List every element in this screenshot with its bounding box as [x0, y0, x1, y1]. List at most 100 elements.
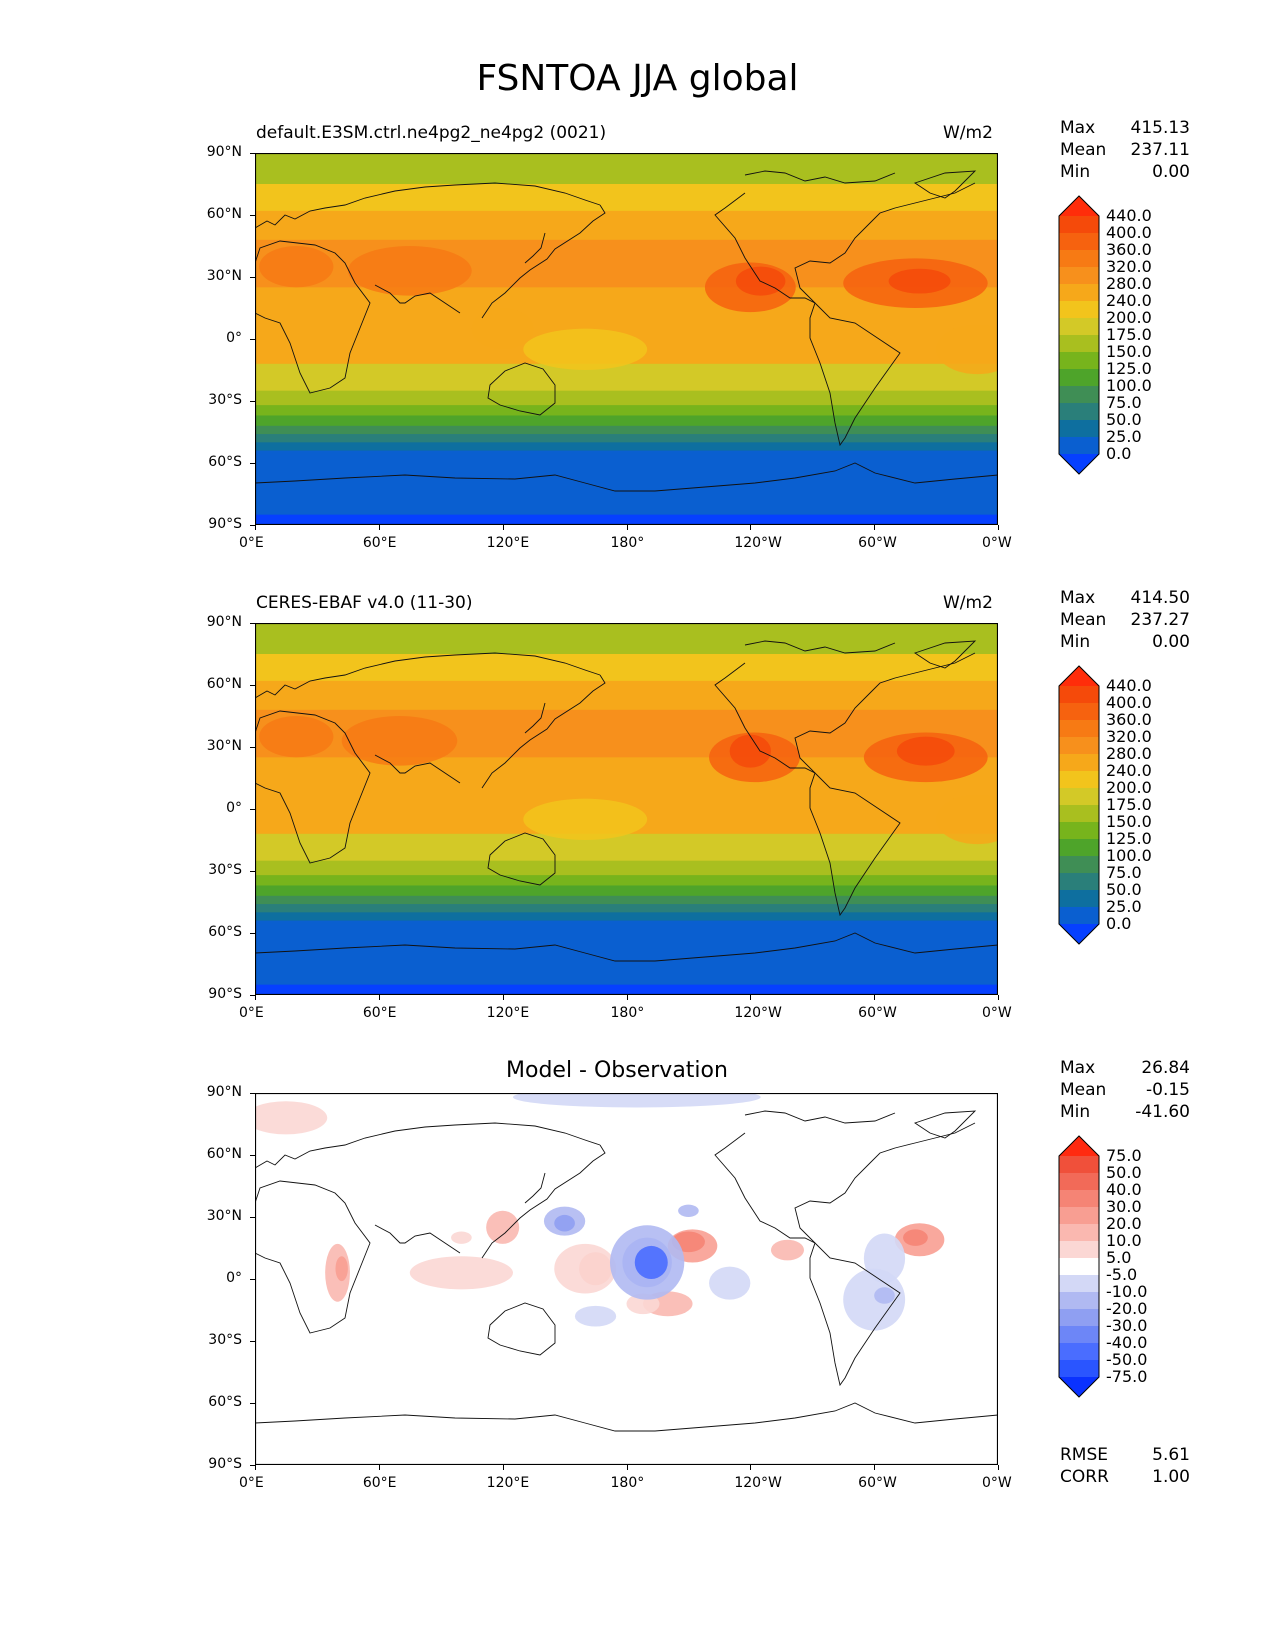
y-tick-mark [250, 809, 255, 810]
field-band [255, 390, 998, 406]
colorbar-label: 0.0 [1106, 444, 1132, 463]
stat-mean: -0.15 [1146, 1080, 1190, 1100]
y-tick-label: 30°N [206, 1208, 242, 1224]
colorbar-swatch [1059, 335, 1099, 353]
field-anomaly [255, 1101, 328, 1135]
map-obs [255, 623, 998, 995]
field-band [255, 405, 998, 416]
x-tick-mark [502, 525, 504, 530]
y-tick-mark [250, 1155, 255, 1156]
coastline [744, 170, 896, 184]
coastline [794, 652, 976, 774]
colorbar-label: 50.0 [1106, 410, 1142, 429]
coastline [794, 1122, 976, 1244]
colorbar-label: -50.0 [1106, 1350, 1148, 1369]
field-anomaly [471, 308, 534, 350]
colorbar-label: 25.0 [1106, 897, 1142, 916]
x-tick-label: 0°W [982, 535, 1012, 551]
colorbar-swatch [1059, 1326, 1099, 1344]
colorbar-label: 440.0 [1106, 206, 1152, 225]
y-tick-label: 60°N [206, 676, 242, 692]
colorbar-swatch [1059, 1173, 1099, 1191]
stat-mean-label: Mean [1060, 610, 1107, 630]
colorbar-swatch [1059, 1292, 1099, 1310]
field-band [255, 623, 998, 655]
x-tick-label: 60°E [362, 1005, 397, 1021]
field-anomaly [709, 1266, 751, 1300]
coastline [714, 1132, 816, 1244]
colorbar-label: 125.0 [1106, 359, 1152, 378]
field-band [255, 442, 998, 452]
coastline [809, 302, 901, 447]
units-label: W/m2 [943, 593, 993, 613]
colorbar-swatch [1059, 771, 1099, 789]
colorbar-label: -30.0 [1106, 1316, 1148, 1335]
y-tick-label: 30°N [206, 738, 242, 754]
field-anomaly [729, 734, 771, 768]
map-model [255, 153, 998, 525]
colorbar-swatch [1059, 318, 1099, 336]
y-tick-mark [250, 1341, 255, 1342]
colorbar-label: 20.0 [1106, 1214, 1142, 1233]
field-band [255, 895, 998, 905]
colorbar: 75.0 50.0 40.0 30.0 20.0 10.0 5.0 -5.0 -10.0 -20.… [1058, 1135, 1147, 1402]
colorbar-label: 400.0 [1106, 223, 1152, 242]
colorbar-label: 30.0 [1106, 1197, 1142, 1216]
coastline [524, 232, 546, 264]
coastline [524, 702, 546, 734]
coastline [794, 182, 976, 304]
field-anomaly [888, 268, 951, 294]
x-tick-label: 60°W [858, 535, 897, 551]
colorbar-swatch [1059, 301, 1099, 319]
panel-label: default.E3SM.ctrl.ne4pg2_ne4pg2 (0021) [256, 123, 607, 143]
rmse-value: 5.61 [1152, 1445, 1190, 1465]
stat-min: 0.00 [1152, 632, 1190, 652]
colorbar-swatch [1059, 839, 1099, 857]
y-tick-label: 30°S [208, 862, 242, 878]
y-tick-mark [250, 1403, 255, 1404]
x-tick-mark [874, 1465, 876, 1470]
coastline [913, 170, 977, 199]
y-tick-label: 0° [226, 330, 242, 346]
colorbar-graphic [1058, 1135, 1100, 1398]
colorbar-label: 75.0 [1106, 863, 1142, 882]
x-tick-mark [502, 995, 504, 1000]
field-band [255, 210, 998, 241]
x-tick-label: 180° [610, 1475, 645, 1491]
colorbar-swatch [1059, 1241, 1099, 1259]
colorbar-label: 360.0 [1106, 710, 1152, 729]
colorbar-swatch [1059, 890, 1099, 908]
x-tick-mark [626, 995, 628, 1000]
colorbar-swatch [1059, 703, 1099, 721]
field-anomaly [874, 1287, 895, 1304]
field-anomaly [523, 328, 648, 370]
x-tick-label: 0°E [239, 535, 264, 551]
x-tick-label: 120°E [486, 1475, 530, 1491]
y-tick-mark [250, 401, 255, 402]
coastline [744, 1110, 896, 1124]
field-anomaly [259, 716, 334, 758]
colorbar-swatch [1059, 1190, 1099, 1208]
colorbar-swatch [1059, 1224, 1099, 1242]
colorbar-label: 175.0 [1106, 325, 1152, 344]
coastline [487, 832, 556, 886]
colorbar-label: 320.0 [1106, 257, 1152, 276]
field-band [255, 654, 998, 682]
field-band [255, 153, 998, 185]
coastline [809, 772, 901, 917]
x-tick-label: 180° [610, 1005, 645, 1021]
rmse-label: RMSE [1060, 1445, 1109, 1465]
colorbar-swatch [1059, 856, 1099, 874]
coastline [255, 1180, 371, 1334]
corr-label: CORR [1060, 1467, 1109, 1487]
coastline [255, 240, 371, 394]
coastline [255, 932, 998, 962]
field-anomaly [335, 1256, 348, 1282]
y-tick-label: 30°S [208, 392, 242, 408]
y-tick-label: 90°N [206, 144, 242, 160]
colorbar-swatch [1059, 403, 1099, 421]
colorbar-swatch [1059, 267, 1099, 285]
y-tick-mark [250, 1279, 255, 1280]
coastline [913, 640, 977, 669]
colorbar-swatch [1059, 420, 1099, 438]
